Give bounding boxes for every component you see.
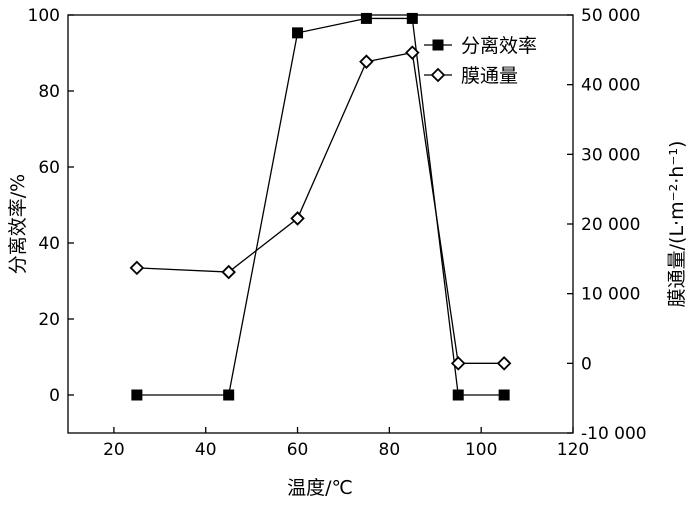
y-right-tick-label: 0	[581, 354, 592, 374]
y-right-tick-label: 40 000	[581, 76, 640, 96]
data-point	[131, 389, 143, 401]
data-point	[452, 389, 464, 401]
series-2	[129, 45, 512, 371]
data-point	[496, 356, 512, 371]
data-point	[498, 389, 510, 401]
data-point	[450, 356, 466, 371]
data-point	[406, 12, 418, 24]
data-point	[359, 54, 374, 69]
y-right-tick-label: 20 000	[581, 215, 640, 235]
legend-label: 分离效率	[461, 35, 537, 57]
x-tick-label: 120	[557, 440, 589, 460]
x-tick-label: 40	[195, 440, 217, 460]
y-left-tick-label: 60	[38, 158, 60, 178]
data-point	[129, 260, 145, 276]
y-axis-left-title: 分离效率/%	[7, 174, 29, 274]
y-left-tick-label: 0	[49, 386, 60, 406]
legend-marker	[432, 39, 444, 51]
data-point	[290, 211, 305, 226]
y-left-tick-label: 40	[38, 234, 60, 254]
data-point	[223, 389, 235, 401]
ticks-layer: 20 40 60 80 100 120 0 20 40 60 80 100 -10 000 0 10 000…	[28, 6, 647, 460]
y-left-tick-label: 80	[38, 82, 60, 102]
x-axis-title: 温度/℃	[287, 477, 353, 499]
x-tick-label: 80	[379, 440, 401, 460]
y-axis-right-title: 膜通量/(L·m⁻²·h⁻¹)	[666, 141, 688, 308]
y-right-tick-label: 50 000	[581, 6, 640, 26]
series-1	[131, 12, 510, 401]
data-point	[221, 264, 236, 280]
y-left-tick-label: 20	[38, 310, 60, 330]
data-point	[292, 27, 304, 39]
legend-label: 膜通量	[461, 65, 518, 87]
x-tick-label: 60	[287, 440, 309, 460]
legend-marker	[430, 67, 446, 83]
x-tick-label: 20	[103, 440, 125, 460]
x-tick-label: 100	[465, 440, 497, 460]
y-right-tick-label: 30 000	[581, 145, 640, 165]
y-left-tick-label: 100	[28, 6, 60, 26]
y-right-tick-label: 10 000	[581, 285, 640, 305]
data-point	[405, 45, 420, 60]
series-layer	[129, 12, 512, 401]
y-right-tick-label: -10 000	[581, 424, 647, 444]
data-point	[360, 12, 372, 24]
